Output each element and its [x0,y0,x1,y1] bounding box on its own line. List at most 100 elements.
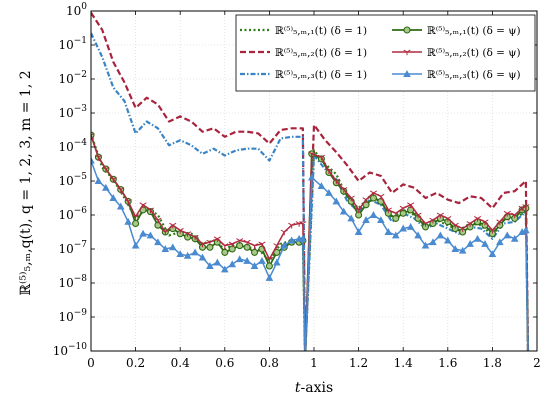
y-tick-label: 10−4 [58,138,87,154]
data-point [139,202,147,209]
legend-box [235,14,536,92]
data-point [213,258,222,266]
data-point [332,178,340,185]
data-point [206,239,214,246]
data-point [221,243,229,249]
x-tick-label: 1.2 [349,356,368,370]
data-point [403,26,411,34]
data-point [176,250,185,258]
data-point [183,251,192,259]
y-tick-labels: 100 10−1 10−2 10−3 10−4 10−5 10−6 10−7 10−8 10−9 1… [53,2,88,358]
data-point [443,236,452,244]
data-point [436,231,445,239]
legend-label: ℝ⁽⁵⁾₅,ₘ,₂(t) (δ = 1) [275,47,367,59]
x-tick-label: 0 [87,356,95,370]
data-point [458,246,467,254]
data-point [220,265,229,273]
data-point [451,245,460,252]
data-point [250,243,259,249]
data-point [280,241,289,249]
data-point [265,262,273,270]
data-point [510,234,519,242]
data-point [518,205,526,212]
data-point [198,241,207,248]
data-point [102,166,110,173]
x-tick-label: 0.8 [260,356,279,370]
data-point [206,262,214,269]
data-point [522,226,530,234]
axis-ticks [90,10,538,352]
data-point [377,216,385,224]
data-point [94,154,102,161]
data-point [273,258,281,266]
data-point [191,234,199,241]
data-point [436,212,444,219]
legend-entry: ℝ⁽⁵⁾₅,ₘ,₂(t) (δ = ψ) [392,47,521,59]
data-point [124,198,132,205]
data-point [109,194,118,201]
data-point [265,273,274,281]
data-point [488,250,497,258]
data-point [354,228,363,235]
data-point [503,210,511,217]
data-point [91,132,95,139]
data-point [154,217,162,224]
y-tick-label: 100 [66,2,87,18]
data-point [481,219,489,226]
data-point [481,239,489,247]
data-point [511,212,519,219]
data-point [325,188,333,196]
data-point [473,234,482,242]
data-point [307,173,316,181]
data-point [102,183,110,191]
x-tick-label: 0.6 [215,356,234,370]
data-point [473,215,482,222]
data-point [414,231,422,239]
x-tick-label: 1.4 [394,356,413,370]
data-point [317,182,326,190]
y-tick-label: 10−3 [58,104,87,120]
data-point [287,236,296,244]
data-point [503,231,512,239]
data-point [347,195,355,202]
legend-label: ℝ⁽⁵⁾₅,ₘ,₂(t) (δ = ψ) [427,47,521,59]
data-point [429,217,437,224]
legend-label: ℝ⁽⁵⁾₅,ₘ,₁(t) (δ = 1) [275,25,367,37]
data-point [355,207,363,214]
legend: ℝ⁽⁵⁾₅,ₘ,₁(t) (δ = 1) ℝ⁽⁵⁾₅,ₘ,₂(t) (δ = 1)… [235,14,536,92]
data-point [406,222,415,230]
data-point [299,221,307,227]
data-point [250,248,259,256]
data-point [299,234,307,242]
data-point [91,156,95,164]
x-tick-label: 1.8 [483,356,502,370]
series-6 [91,156,530,351]
data-point [403,70,411,77]
data-point [496,219,504,226]
data-point [496,238,504,246]
data-point [235,255,244,263]
data-point [377,193,385,200]
data-point [488,227,496,234]
data-point [176,227,184,234]
data-point [273,243,281,249]
data-point [466,239,474,247]
data-point [466,221,474,227]
legend-entry: ℝ⁽⁵⁾₅,ₘ,₁(t) (δ = ψ) [392,25,521,37]
data-point [407,202,415,209]
data-point [369,190,378,197]
data-point [243,256,251,264]
data-point [399,224,408,232]
data-point [451,222,459,229]
data-point [161,229,169,236]
legend-entry: ℝ⁽⁵⁾₅,ₘ,₃(t) (δ = 1) [240,69,367,81]
data-point [340,187,348,193]
data-point [399,205,407,212]
data-point [198,253,207,261]
y-tick-label: 10−1 [58,36,87,52]
data-point [139,229,147,237]
legend-label: ℝ⁽⁵⁾₅,ₘ,₃(t) (δ = ψ) [427,69,521,81]
y-tick-label: 10−6 [58,206,87,222]
data-point [191,248,199,256]
